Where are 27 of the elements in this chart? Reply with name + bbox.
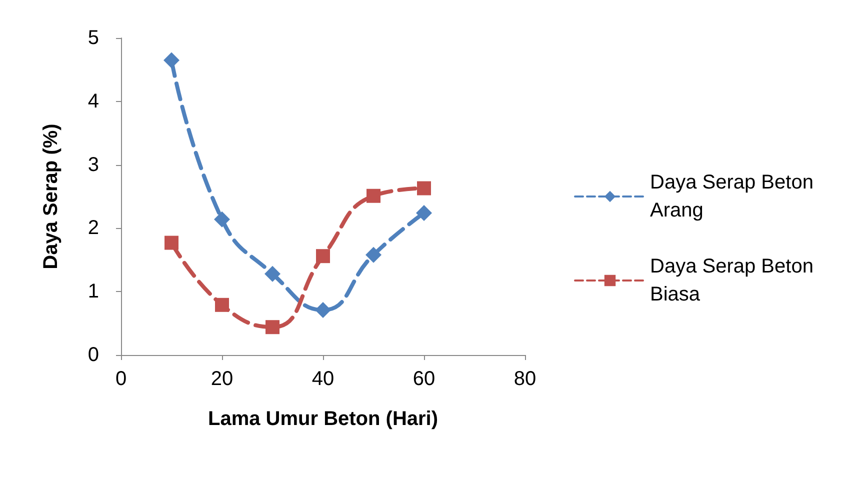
x-tick-label: 40 [312,368,334,390]
point [417,181,431,196]
point [164,236,178,250]
x-axis-title: Lama Umur Beton (Hari) [208,408,438,430]
point [164,52,180,68]
y-axis-title: Daya Serap (%) [40,124,62,270]
y-tick-label: 5 [88,27,99,49]
point [264,266,280,282]
y-tick-label: 4 [88,90,99,112]
y-tick-label: 2 [88,217,99,240]
x-tick-label: 60 [412,368,436,390]
point [366,246,382,263]
point [266,320,280,334]
legend-label: Daya Serap Beton Biasa [650,256,819,306]
y-tick-label: 3 [88,154,99,176]
y-tick-label: 1 [88,280,99,303]
x-tick-label: 0 [115,368,127,390]
legend-label: Daya Serap Beton Arang [650,172,819,222]
x-tick-label: 80 [514,368,536,390]
point [416,204,432,221]
x-tick-label: 20 [210,368,234,390]
point [366,188,380,203]
y-tick-label: 0 [88,344,99,366]
point [215,298,229,312]
point [214,211,230,228]
point [316,249,330,264]
point [315,302,331,318]
